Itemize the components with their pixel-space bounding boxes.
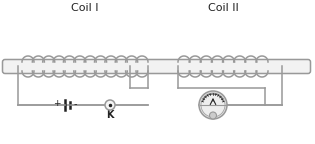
Circle shape bbox=[105, 100, 115, 110]
Text: +: + bbox=[53, 100, 61, 108]
FancyBboxPatch shape bbox=[3, 59, 311, 73]
Circle shape bbox=[209, 112, 216, 119]
Text: Coil II: Coil II bbox=[208, 3, 238, 13]
Circle shape bbox=[199, 91, 227, 119]
Text: K: K bbox=[106, 110, 114, 120]
Text: -: - bbox=[73, 99, 77, 109]
Circle shape bbox=[201, 93, 225, 117]
Text: Coil I: Coil I bbox=[71, 3, 99, 13]
